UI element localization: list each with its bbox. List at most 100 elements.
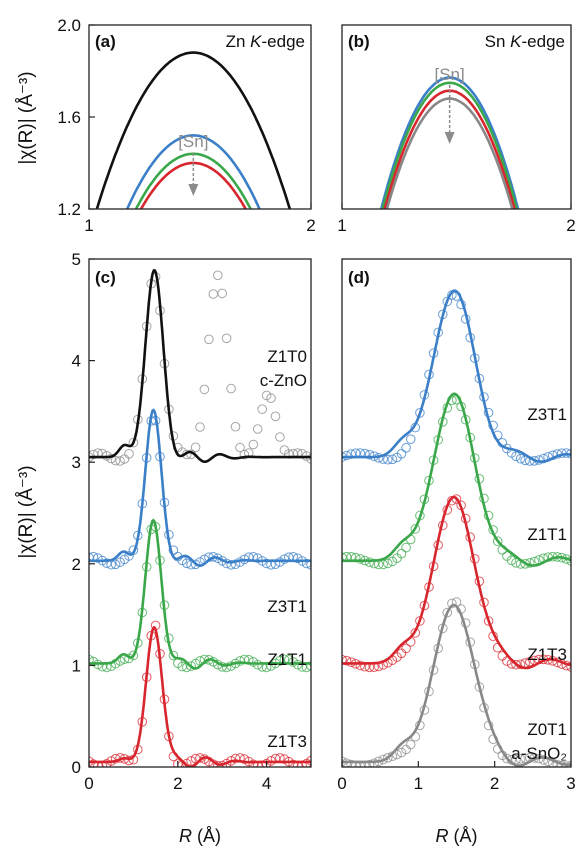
panel-a: 1 2 1.2 1.6 2.0 (a) Zn K-edge [Sn] xyxy=(57,16,315,235)
edge-label: Zn K-edge xyxy=(226,32,305,51)
data-point xyxy=(186,661,196,671)
data-point xyxy=(447,495,457,506)
data-point xyxy=(186,756,196,766)
data-point xyxy=(442,296,453,307)
data-point xyxy=(190,442,201,453)
x-tick-label: 4 xyxy=(262,774,271,793)
data-point xyxy=(110,455,121,466)
series-label: Z1T0 xyxy=(267,347,307,366)
data-point xyxy=(217,288,227,299)
x-tick-label: 2 xyxy=(173,774,182,793)
x-axis-label: R (Å) xyxy=(179,826,221,846)
plot-frame xyxy=(341,258,572,768)
data-point xyxy=(306,454,311,464)
data-point xyxy=(248,439,259,450)
data-point xyxy=(520,753,531,764)
data-point xyxy=(387,454,398,465)
data-point xyxy=(221,662,232,673)
data-point xyxy=(226,560,236,570)
data-point xyxy=(275,432,285,442)
data-point xyxy=(230,421,241,432)
series-line-green xyxy=(134,152,253,209)
data-point xyxy=(128,650,139,661)
data-point xyxy=(364,449,375,460)
fit-line-red xyxy=(342,495,571,670)
panel-d: 0 1 2 3 (d) Z3T1 Z1T1 Z1T3 Z0T1 a-SnO₂ R (Å) xyxy=(337,258,576,846)
data-point xyxy=(89,654,94,665)
series-label: Z1T1 xyxy=(527,525,567,544)
series-sublabel: c-ZnO xyxy=(260,371,307,390)
data-point xyxy=(226,383,236,394)
panel-c: 0 2 4 0 1 2 3 4 5 (c) Z1T0 c-ZnO Z3T1 Z1T1 Z1T3 R (Å) xyxy=(72,250,312,846)
y-tick-label: 1.6 xyxy=(57,108,81,127)
data-point xyxy=(442,607,453,618)
data-point xyxy=(266,393,276,404)
series-label: Z3T1 xyxy=(527,405,567,424)
x-tick-label: 1 xyxy=(337,216,346,235)
series-label: Z1T1 xyxy=(267,650,307,669)
series-sublabel: a-SnO₂ xyxy=(511,744,567,763)
data-point xyxy=(306,560,311,570)
sn-annotation: [Sn] xyxy=(435,65,465,84)
plot-frame xyxy=(341,24,572,210)
edge-label: Sn K-edge xyxy=(485,32,565,51)
fit-line-black xyxy=(89,268,311,463)
data-point xyxy=(221,333,232,344)
y-tick-label: 3 xyxy=(72,453,81,472)
series-line-black xyxy=(95,51,292,209)
series-label: Z0T1 xyxy=(527,720,567,739)
data-point xyxy=(128,437,139,448)
arrow-head xyxy=(188,184,199,196)
data-point xyxy=(124,449,134,459)
data-point xyxy=(511,451,521,462)
x-tick-label: 1 xyxy=(414,774,423,793)
panel-label: (b) xyxy=(348,32,370,51)
data-point xyxy=(115,456,125,466)
curves xyxy=(89,268,311,767)
series-line-gray xyxy=(385,97,514,209)
data-point xyxy=(396,449,407,459)
data-point xyxy=(566,556,571,566)
y-axis-label-top: |χ(R)| (Å⁻³) xyxy=(16,71,37,164)
data-point xyxy=(405,739,416,750)
panel-label: (c) xyxy=(95,268,116,287)
series-line-blue xyxy=(125,134,261,209)
data-point xyxy=(515,754,526,764)
curves xyxy=(379,76,520,209)
panel-label: (a) xyxy=(95,32,116,51)
data-point xyxy=(204,334,214,345)
panel-b: 1 2 (b) Sn K-edge [Sn] xyxy=(337,24,576,235)
data-point xyxy=(492,536,503,547)
data-point xyxy=(364,759,375,767)
data-point xyxy=(346,449,357,459)
y-tick-label: 4 xyxy=(72,352,81,371)
y-tick-label: 2 xyxy=(72,555,81,574)
data-point xyxy=(266,661,276,671)
x-axis-label: R (Å) xyxy=(436,826,478,846)
fit-line-green xyxy=(342,392,571,567)
y-tick-label: 5 xyxy=(72,250,81,269)
data-point xyxy=(270,411,281,422)
panel-label: (d) xyxy=(348,268,370,287)
curves xyxy=(342,289,571,767)
data-point xyxy=(195,422,205,432)
data-point xyxy=(515,453,526,464)
x-tick-label: 2 xyxy=(306,216,315,235)
x-tick-label: 2 xyxy=(490,774,499,793)
arrow-head xyxy=(444,132,455,144)
data-point xyxy=(538,453,549,464)
data-point xyxy=(410,524,421,534)
data-point xyxy=(106,453,116,464)
x-tick-label: 0 xyxy=(337,774,346,793)
fit-line-blue xyxy=(342,289,571,463)
data-point xyxy=(239,449,250,460)
series-line-red xyxy=(139,161,248,209)
data-point xyxy=(405,434,416,445)
series-label: Z1T3 xyxy=(267,732,307,751)
data-point xyxy=(396,548,407,559)
y-axis-label-bottom: |χ(R)| (Å⁻³) xyxy=(16,465,37,558)
y-tick-label: 0 xyxy=(72,758,81,777)
y-tick-label: 2.0 xyxy=(57,16,81,35)
series-line-green xyxy=(381,81,519,209)
data-point xyxy=(401,542,411,553)
